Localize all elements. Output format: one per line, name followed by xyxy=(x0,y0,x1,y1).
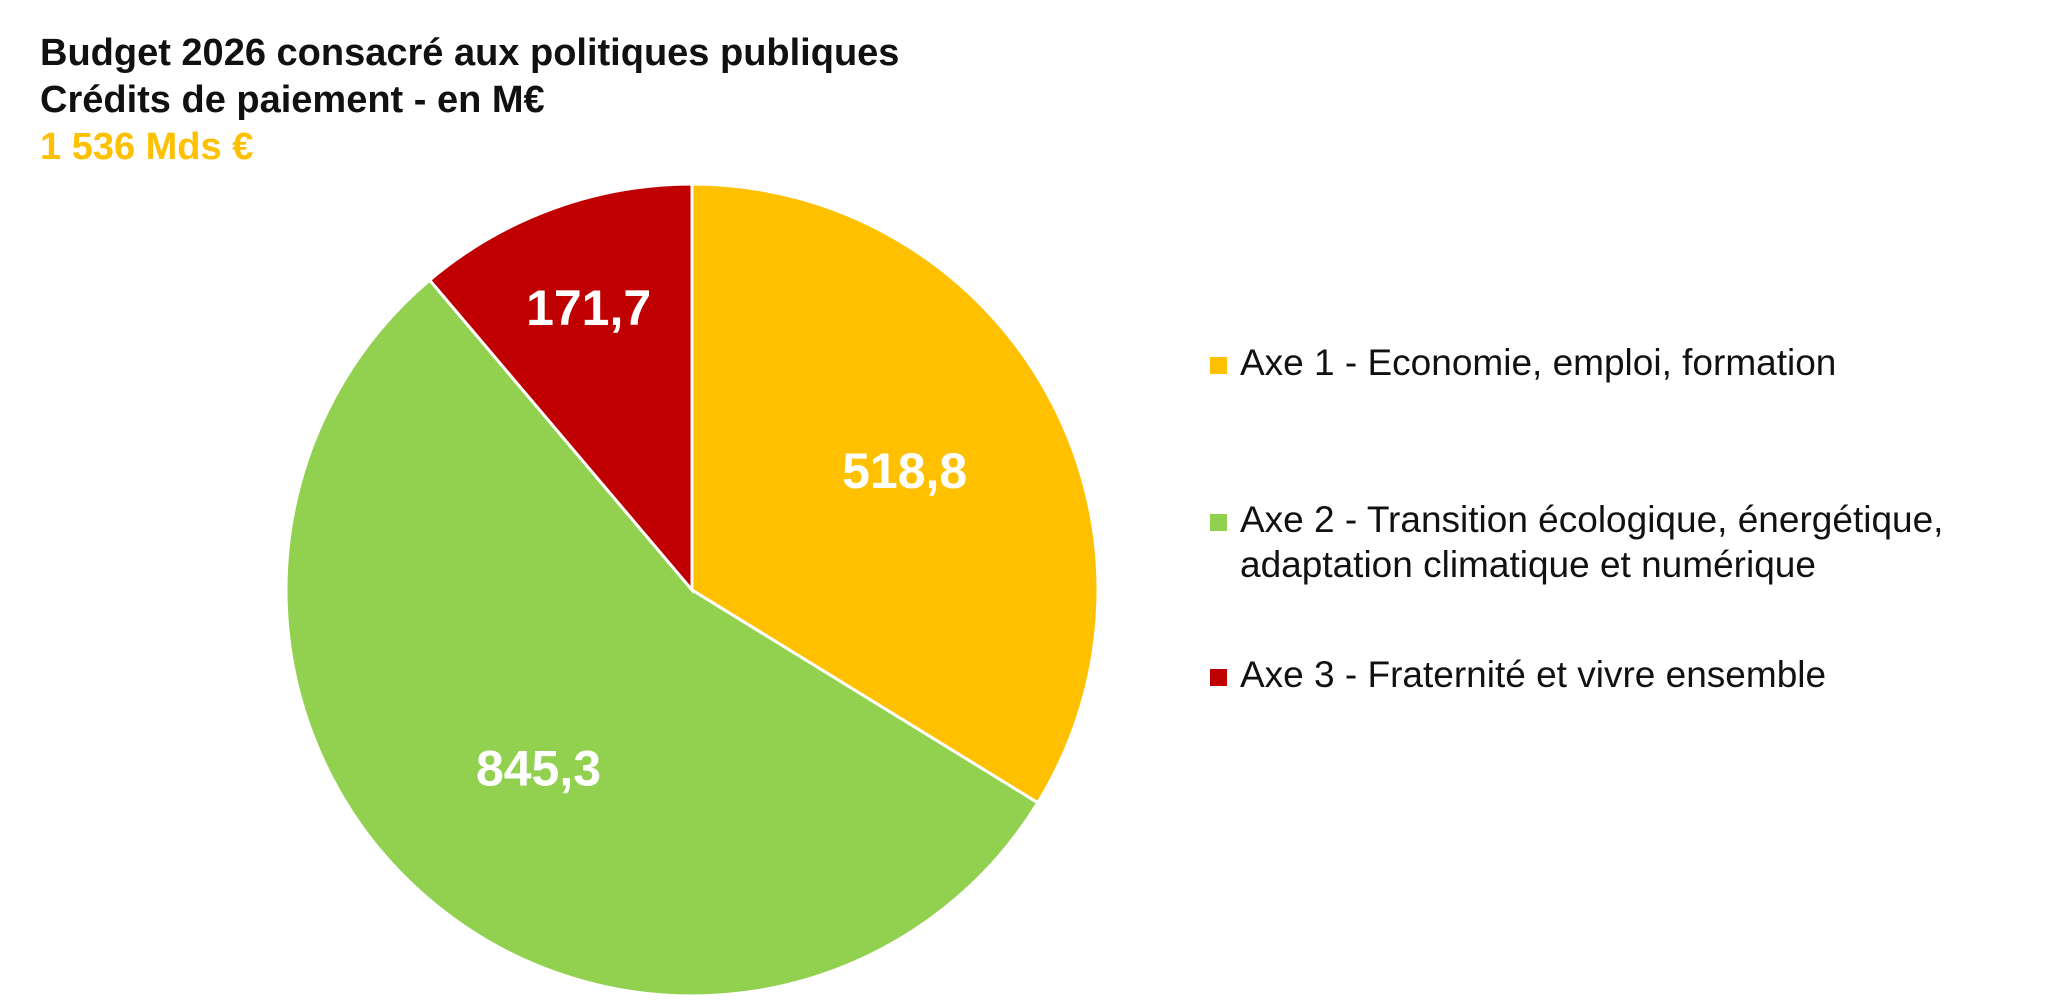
chart-total: 1 536 Mds € xyxy=(40,126,254,168)
legend-item-axe-1: Axe 1 - Economie, emploi, formation xyxy=(1210,340,2040,385)
chart-subtitle: Crédits de paiement - en M€ xyxy=(40,79,545,121)
legend-swatch-axe-2 xyxy=(1210,514,1227,531)
legend-item-axe-2: Axe 2 - Transition écologique, énergétiq… xyxy=(1210,497,2020,587)
legend-swatch-axe-3 xyxy=(1210,669,1227,686)
legend-item-axe-3: Axe 3 - Fraternité et vivre ensemble xyxy=(1210,652,2040,697)
chart-title: Budget 2026 consacré aux politiques publ… xyxy=(40,32,900,74)
data-label-axe-3: 171,7 xyxy=(526,280,651,336)
pie-slice-axe-1 xyxy=(690,182,1100,805)
chart-titles: Budget 2026 consacré aux politiques publ… xyxy=(40,30,899,171)
pie-slice-axe-3 xyxy=(427,182,694,595)
pie-slice-axe-2 xyxy=(284,277,1040,998)
legend-swatch-axe-1 xyxy=(1210,357,1227,374)
legend-label-axe-1: Axe 1 - Economie, emploi, formation xyxy=(1240,342,1837,383)
legend-label-axe-3: Axe 3 - Fraternité et vivre ensemble xyxy=(1240,654,1827,695)
legend-label-axe-2: Axe 2 - Transition écologique, énergétiq… xyxy=(1240,499,1944,585)
data-label-axe-2: 845,3 xyxy=(476,741,601,797)
data-label-axe-1: 518,8 xyxy=(842,443,967,499)
